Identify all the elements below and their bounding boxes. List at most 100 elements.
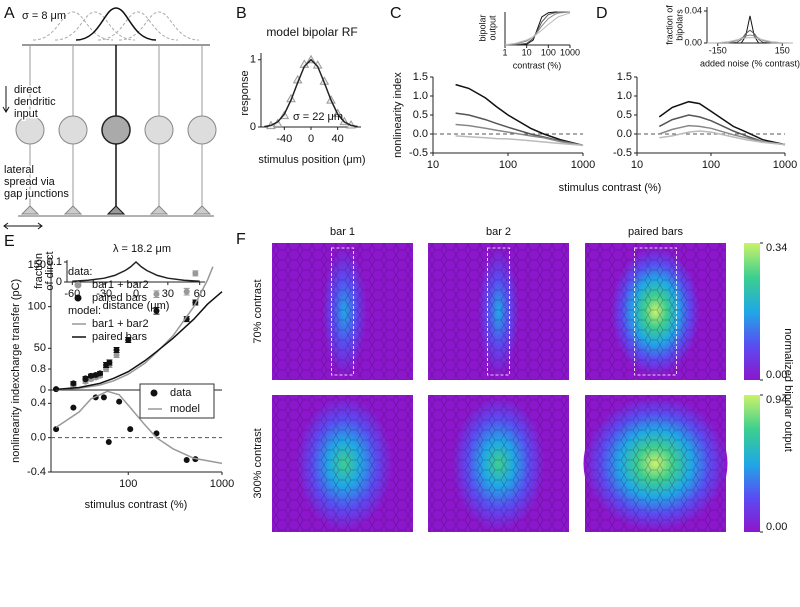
x-tick-label: -30 — [96, 288, 112, 300]
x-tick-label: 1 — [502, 47, 507, 57]
data-point — [153, 430, 160, 437]
y-tick-label: 1.5 — [413, 71, 428, 83]
x-axis-label: stimulus contrast (%) — [559, 182, 662, 194]
x-axis-label: stimulus contrast (%) — [85, 499, 188, 511]
data-point — [113, 347, 120, 353]
x-tick-label: 1000 — [210, 478, 234, 490]
x-tick-label: 10 — [522, 47, 532, 57]
colorbar-tick-label: 0.94 — [766, 394, 787, 406]
panel-letter: B — [236, 5, 247, 22]
x-tick-label: 150 — [775, 45, 790, 55]
y-axis-label: output — [487, 15, 497, 41]
x-tick-label: 100 — [499, 159, 517, 171]
legend-title: model: — [68, 305, 101, 317]
x-tick-label: -40 — [276, 133, 292, 145]
panel-letter: E — [4, 233, 15, 250]
y-tick-label: 0.04 — [684, 5, 702, 15]
series-line — [707, 29, 793, 44]
colorbar-tick-label: 0.00 — [766, 521, 787, 533]
data-point — [97, 370, 104, 377]
legend-label: bar1 + bar2 — [92, 279, 149, 291]
cell-mosaic — [428, 243, 569, 380]
legend-marker — [74, 294, 82, 302]
y-tick-label: 50 — [34, 342, 46, 354]
bar-outline — [487, 247, 510, 376]
column-title: paired bars — [628, 226, 684, 238]
series-line — [56, 291, 223, 391]
y-tick-label: 1.5 — [617, 71, 632, 83]
colorbar — [744, 243, 760, 380]
legend-title: data: — [68, 266, 92, 278]
sigma-label: σ = 8 μm — [22, 10, 66, 22]
y-axis-label: nonlinearity index — [392, 72, 404, 158]
y-tick-label: -0.5 — [409, 147, 428, 159]
x-tick-label: 10 — [631, 159, 643, 171]
x-tick-label: 0 — [133, 288, 139, 300]
x-tick-label: 100 — [702, 159, 720, 171]
cell-mosaic — [428, 395, 569, 532]
data-point — [87, 372, 94, 379]
y-tick-label: 0 — [250, 121, 256, 133]
annotation: σ = 22 μm — [293, 111, 343, 123]
y-tick-label: 150 — [28, 259, 46, 271]
legend-box — [139, 383, 215, 419]
cell-mosaic — [585, 243, 726, 380]
data-point — [127, 426, 134, 433]
y-axis-label: bipolars — [674, 9, 684, 41]
y-tick-label: 0 — [40, 384, 46, 396]
colorbar-label: normalized bipolar output — [782, 328, 794, 452]
data-point — [192, 270, 199, 277]
spread-label: gap junctions — [4, 188, 69, 200]
data-point — [183, 288, 190, 295]
series-line — [72, 260, 200, 283]
y-axis-label: response — [239, 70, 251, 115]
y-tick-label: 0.5 — [617, 109, 632, 121]
colorbar-tick-label: 0.00 — [766, 369, 787, 381]
column-title: bar 1 — [330, 226, 355, 238]
row-label: 300% contrast — [252, 428, 264, 498]
series-line — [56, 266, 214, 391]
data-point — [153, 307, 160, 314]
y-axis-label: nonlinearity index — [10, 377, 22, 463]
series-line — [55, 390, 223, 465]
y-axis-label: fraction — [33, 253, 45, 289]
legend-label: data — [170, 387, 192, 399]
legend-label: paired bars — [92, 292, 148, 304]
series-line — [504, 11, 570, 46]
series-line — [659, 130, 786, 146]
cell-mosaic — [585, 395, 726, 532]
data-point — [116, 398, 123, 405]
input-label: dendritic — [14, 96, 56, 108]
legend-label: paired bars — [92, 331, 148, 343]
series-line — [658, 100, 786, 146]
y-tick-label: 1.0 — [413, 90, 428, 102]
series-line — [504, 12, 571, 46]
data-point — [153, 291, 160, 298]
x-tick-label: 1000 — [773, 159, 797, 171]
series-line — [264, 58, 358, 128]
x-tick-label: 10 — [427, 159, 439, 171]
y-tick-label: 0.0 — [413, 128, 428, 140]
cell-mosaic — [272, 395, 413, 532]
series-line — [707, 15, 793, 44]
x-axis-label: stimulus position (μm) — [258, 154, 365, 166]
spread-label: lateral — [4, 164, 34, 176]
x-tick-label: -150 — [709, 45, 727, 55]
x-tick-label: 1000 — [571, 159, 595, 171]
y-axis-label: of direct — [44, 251, 56, 290]
panel-letter: F — [236, 231, 246, 248]
panel-letter: A — [4, 5, 15, 22]
data-point — [53, 426, 60, 433]
data-point — [70, 404, 77, 411]
input-label: direct — [14, 84, 41, 96]
x-axis-label: distance (μm) — [103, 300, 170, 312]
series-line — [707, 34, 793, 44]
panel-letter: D — [596, 5, 608, 22]
legend-marker — [150, 389, 158, 397]
panel-letter: C — [390, 5, 402, 22]
data-point — [106, 359, 113, 366]
y-axis-label: fraction of — [664, 5, 674, 45]
spread-label: spread via — [4, 176, 56, 188]
y-tick-label: 0.8 — [31, 363, 46, 375]
